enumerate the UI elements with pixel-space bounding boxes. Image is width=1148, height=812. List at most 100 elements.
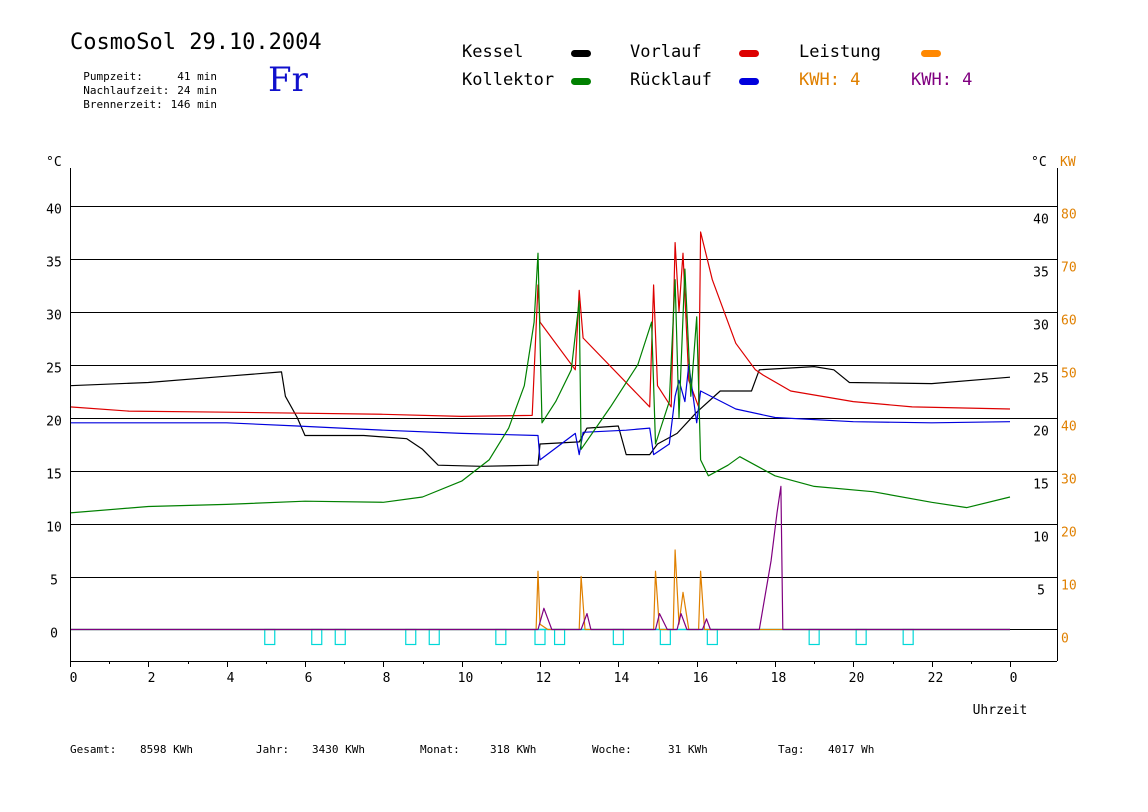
grid-lines [70,206,1057,631]
x-tick-label: 6 [305,671,313,686]
y-tick-label-left: 10 [46,521,62,536]
x-tick-label: 12 [536,671,552,686]
y-tick-label-kw: 40 [1061,420,1077,435]
y-unit-kw: KW [1060,155,1076,170]
x-tick-label: 18 [771,671,787,686]
x-tick-label: 16 [693,671,709,686]
y-tick-label-right: 5 [1037,584,1045,599]
status-marker [405,628,417,646]
footer-jahr: Jahr: 3430 KWh [256,743,365,756]
weekday-label: Fr [268,60,308,100]
x-tick-label: 14 [614,671,630,686]
y-tick-label-left: 15 [46,468,62,483]
footer-label: Jahr: [256,743,290,756]
x-tick-label: 4 [227,671,235,686]
status-markers [264,628,914,646]
y-tick-label-kw: 0 [1061,632,1069,647]
legend-label-vorlauf: Vorlauf [630,42,702,62]
footer-value: 31 KWh [668,743,708,756]
y-tick-label-kw: 70 [1061,261,1077,276]
y-tick-label-left: 25 [46,362,62,377]
series-line-kollektor [69,252,1011,514]
legend-label-kessel: Kessel [462,42,524,62]
legend-label-kollektor: Kollektor [462,70,555,90]
x-tick-label: 8 [383,671,391,686]
series-line-vorlauf [69,231,1011,417]
y-unit-right: °C [1031,155,1047,170]
stat-label: Pumpzeit: [83,70,143,83]
y-tick-label-right: 30 [1033,319,1049,334]
x-tick-label: 10 [458,671,474,686]
footer-label: Tag: [778,743,805,756]
footer-monat: Monat: 318 KWh [420,743,536,756]
y-tick-label-kw: 30 [1061,473,1077,488]
y-unit-left: °C [46,155,62,170]
status-marker [659,628,671,646]
status-marker [311,628,323,646]
status-marker [534,628,546,646]
stat-label: Brennerzeit: [83,98,163,111]
stat-label: Nachlaufzeit: [83,84,170,97]
series-line-leistung [70,549,1010,631]
legend-swatch-vorlauf [739,50,759,57]
y-tick-label-left: 5 [50,574,58,589]
y-tick-label-right: 10 [1033,531,1049,546]
status-marker [902,628,914,646]
legend-swatch-kessel [571,50,591,57]
series-line-r-cklauf [70,363,1011,461]
legend-swatch-ruecklauf [739,78,759,85]
x-tick-label: 2 [148,671,156,686]
legend-label-leistung: Leistung [799,42,881,62]
footer-value: 4017 Wh [828,743,875,756]
series-line-kessel [69,366,1011,467]
footer-woche: Woche: 31 KWh [592,743,708,756]
y-tick-label-left: 35 [46,256,62,271]
series-line-leistung2 [70,485,1010,631]
legend-kwh-leistung2: KWH: 4 [911,70,973,90]
status-marker [334,628,346,646]
y-tick-label-kw: 60 [1061,314,1077,329]
chart-title: CosmoSol 29.10.2004 [70,30,322,55]
y-tick-label-kw: 50 [1061,367,1077,382]
x-tick-label: 20 [849,671,865,686]
legend-label-ruecklauf: Rücklauf [630,70,712,90]
y-tick-label-left: 0 [50,627,58,642]
status-marker [855,628,867,646]
legend-swatch-kollektor [571,78,591,85]
status-marker [428,628,440,646]
y-tick-label-left: 40 [46,203,62,218]
y-tick-label-right: 40 [1033,213,1049,228]
legend-swatch-leistung [921,50,941,57]
legend-kwh-leistung: KWH: 4 [799,70,861,90]
footer-label: Woche: [592,743,632,756]
footer-gesamt: Gesamt: 8598 KWh [70,743,193,756]
axis-labels: 0 2 4 6 8 10 12 14 16 18 20 22 0 0 5 10 15 20 25 30 35 40 5 10 1… [46,155,1077,718]
y-tick-label-right: 20 [1033,425,1049,440]
footer-value: 318 KWh [490,743,537,756]
footer-label: Gesamt: [70,743,117,756]
status-marker [706,628,718,646]
status-marker [264,628,276,646]
status-marker [495,628,507,646]
stat-value: 24 min [177,84,217,97]
y-tick-label-kw: 20 [1061,526,1077,541]
stat-value: 41 min [177,70,217,83]
y-tick-label-right: 15 [1033,478,1049,493]
x-axis-label: Uhrzeit [973,703,1028,718]
status-marker [612,628,624,646]
stat-value: 146 min [170,98,217,111]
y-tick-label-kw: 10 [1061,579,1077,594]
y-tick-label-kw: 80 [1061,208,1077,223]
x-tick-label: 0 [70,671,78,686]
axes [70,168,1058,667]
x-tick-label: 0 [1010,671,1018,686]
footer-tag: Tag: 4017 Wh [778,743,874,756]
y-tick-label-right: 35 [1033,266,1049,281]
y-tick-label-right: 25 [1033,372,1049,387]
x-tick-label: 22 [928,671,944,686]
status-marker [808,628,820,646]
series-lines [69,231,1011,631]
stat-pumpzeit: Pumpzeit: 41 min [70,57,217,83]
status-marker [553,628,566,646]
